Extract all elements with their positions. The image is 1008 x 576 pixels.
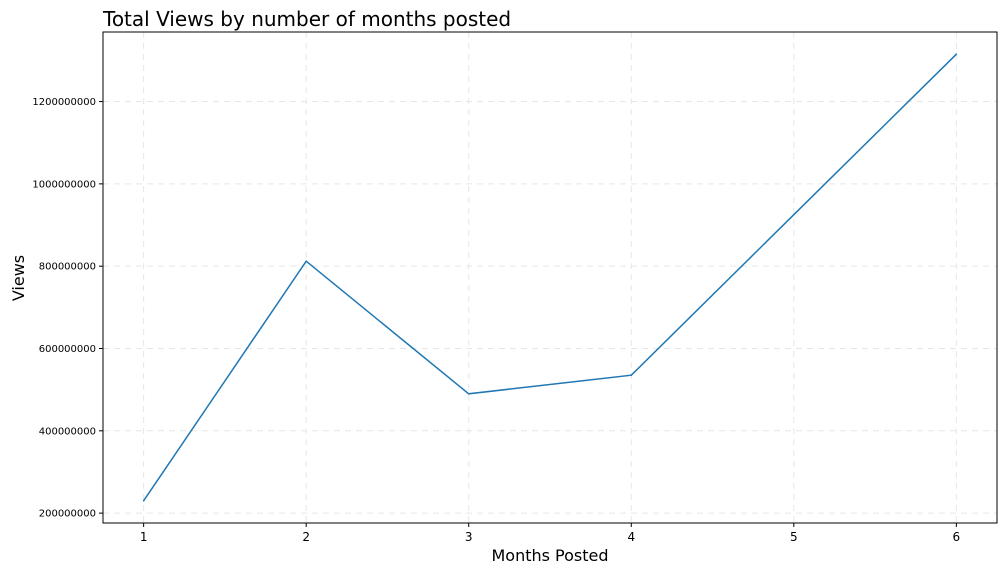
x-tick-label: 5 xyxy=(790,530,798,544)
data-point xyxy=(467,392,470,395)
y-tick-label: 1000000000 xyxy=(32,179,96,190)
y-axis-ticks: 200000000 400000000 600000000 800000000 1000… xyxy=(32,97,103,520)
y-axis-label: Views xyxy=(9,255,28,301)
y-tick-label: 600000000 xyxy=(39,344,96,355)
y-tick-label: 200000000 xyxy=(39,509,96,520)
x-tick-label: 3 xyxy=(465,530,473,544)
y-tick-label: 1200000000 xyxy=(32,97,96,108)
data-point xyxy=(955,53,958,56)
data-point xyxy=(793,213,795,216)
plot-frame xyxy=(102,31,998,524)
x-tick-label: 1 xyxy=(140,530,148,544)
chart-title: Total Views by number of months posted xyxy=(102,7,511,31)
x-axis-label: Months Posted xyxy=(491,546,608,565)
x-tick-label: 2 xyxy=(302,530,310,544)
y-tick-label: 400000000 xyxy=(39,426,96,437)
series-line xyxy=(142,53,957,502)
gridlines xyxy=(103,32,997,523)
series-layer xyxy=(142,53,958,502)
x-axis-ticks: 1 2 3 4 5 6 xyxy=(140,523,960,544)
data-point xyxy=(142,499,145,502)
x-tick-label: 6 xyxy=(953,530,961,544)
data-point xyxy=(630,374,633,377)
data-point xyxy=(305,260,307,263)
x-tick-label: 4 xyxy=(627,530,635,544)
y-tick-label: 800000000 xyxy=(39,262,96,273)
